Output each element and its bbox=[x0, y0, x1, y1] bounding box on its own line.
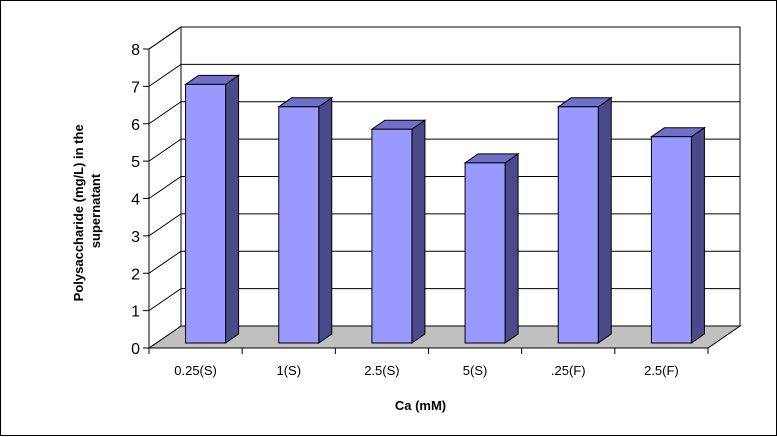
bars bbox=[183, 74, 707, 344]
x-category-label: 2.5(F) bbox=[644, 363, 679, 378]
x-category-labels: 0.25(S) 1(S) 2.5(S) 5(S) .25(F) 2.5(F) bbox=[148, 347, 709, 378]
y-tick-labels: 0 1 2 3 4 5 6 7 8 bbox=[131, 42, 150, 358]
bar bbox=[463, 152, 520, 344]
bar-side bbox=[504, 152, 519, 344]
bar-front bbox=[278, 106, 320, 344]
y-tick-label: 5 bbox=[131, 154, 140, 171]
gridline bbox=[148, 138, 740, 162]
bar-side bbox=[690, 126, 705, 344]
gridline bbox=[148, 63, 740, 87]
y-axis-title-line-2: supernatant bbox=[88, 173, 103, 248]
bar-front bbox=[185, 83, 227, 344]
bar bbox=[556, 96, 613, 344]
bar-side bbox=[225, 74, 240, 344]
gridline bbox=[148, 101, 740, 125]
gridline bbox=[148, 288, 740, 312]
gridline bbox=[148, 250, 740, 274]
bar-front bbox=[464, 162, 506, 344]
gridline bbox=[148, 213, 740, 237]
bar bbox=[370, 119, 427, 344]
x-category-label: 5(S) bbox=[463, 363, 488, 378]
y-tick-label: 1 bbox=[131, 304, 140, 321]
y-axis-title-line-1: Polysaccharide (mg/L) in the bbox=[71, 124, 86, 301]
x-axis-title: Ca (mM) bbox=[395, 398, 446, 413]
y-tick-label: 6 bbox=[131, 117, 140, 134]
bar-front bbox=[650, 136, 692, 344]
y-tick-label: 2 bbox=[131, 266, 140, 283]
bar-front bbox=[557, 106, 599, 344]
bar bbox=[649, 126, 707, 344]
bar bbox=[183, 74, 241, 344]
y-tick-label: 3 bbox=[131, 229, 140, 246]
gridline bbox=[148, 26, 740, 50]
bar-side bbox=[411, 119, 426, 344]
x-category-label: .25(F) bbox=[551, 363, 586, 378]
x-category-label: 0.25(S) bbox=[174, 363, 217, 378]
bar bbox=[277, 96, 334, 344]
x-category-label: 2.5(S) bbox=[364, 363, 399, 378]
y-tick-label: 8 bbox=[131, 42, 140, 59]
gridline bbox=[148, 176, 740, 199]
x-category-label: 1(S) bbox=[276, 363, 301, 378]
gridlines bbox=[148, 26, 740, 312]
bar-front bbox=[371, 128, 413, 344]
bar-side bbox=[318, 96, 333, 344]
y-tick-label: 7 bbox=[131, 79, 140, 96]
y-axis-title: Polysaccharide (mg/L) in the supernatant bbox=[71, 121, 103, 302]
bar-side bbox=[597, 96, 612, 344]
y-tick-label: 0 bbox=[131, 341, 140, 358]
y-tick-label: 4 bbox=[131, 192, 140, 209]
